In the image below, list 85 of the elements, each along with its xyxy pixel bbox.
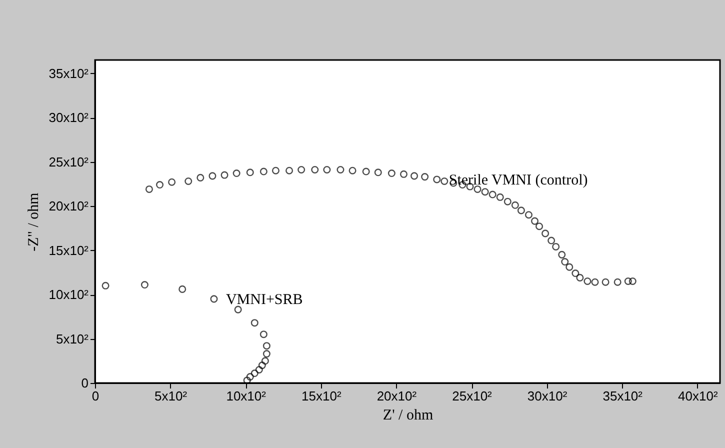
y-tick-label: 30x10²	[48, 110, 90, 126]
annotation: VMNI+SRB	[226, 292, 303, 308]
x-tick-label: 5x10²	[154, 388, 188, 404]
point	[102, 282, 110, 290]
point	[572, 270, 580, 278]
point	[243, 376, 251, 384]
x-tick-label: 10x10²	[226, 388, 267, 404]
point	[255, 366, 263, 374]
y-tick-label: 35x10²	[48, 66, 90, 81]
point	[584, 277, 592, 285]
point	[272, 166, 280, 174]
point	[145, 185, 153, 193]
point	[542, 230, 550, 238]
point	[552, 242, 560, 250]
point	[362, 168, 370, 176]
point	[421, 173, 429, 181]
point	[536, 222, 544, 230]
x-tick-label: 30x10²	[527, 388, 568, 404]
x-tick-label: 35x10²	[602, 388, 644, 404]
point	[260, 330, 268, 338]
point	[624, 277, 632, 285]
point	[260, 168, 268, 176]
point	[286, 166, 294, 174]
point	[374, 168, 382, 176]
y-tick-label: 15x10²	[48, 242, 90, 258]
y-tick-label: 20x10²	[48, 198, 90, 214]
x-tick-label: 25x10²	[452, 388, 493, 404]
point	[548, 236, 556, 244]
point	[311, 166, 319, 174]
x-tick-label: 20x10²	[376, 388, 418, 404]
point	[524, 211, 532, 219]
x-axis-title: Z' / ohm	[382, 408, 434, 424]
point	[210, 295, 218, 303]
y-tick-label: 0	[81, 376, 88, 390]
x-tick-label: 0	[92, 388, 100, 404]
point	[323, 166, 331, 174]
point	[250, 319, 258, 327]
point	[184, 177, 192, 185]
point	[400, 170, 408, 178]
point	[156, 181, 164, 189]
point	[262, 342, 270, 350]
point	[440, 177, 448, 185]
point	[196, 174, 204, 182]
y-tick-label: 25x10²	[48, 154, 90, 170]
point	[530, 217, 539, 225]
point	[232, 170, 240, 178]
point	[511, 201, 519, 209]
point	[220, 171, 228, 179]
point	[246, 373, 254, 381]
point	[561, 258, 569, 266]
point	[576, 274, 584, 282]
point	[474, 185, 482, 193]
point	[250, 370, 258, 378]
point	[433, 176, 441, 184]
point	[261, 357, 269, 365]
point	[558, 250, 566, 258]
point	[246, 168, 254, 176]
y-tick-label: 10x10²	[48, 287, 90, 302]
point	[258, 362, 266, 370]
x-tick-label: 15x10²	[302, 388, 342, 404]
point	[234, 306, 242, 314]
point	[262, 350, 270, 358]
point	[488, 190, 496, 198]
point	[628, 277, 636, 285]
point	[504, 198, 512, 206]
point	[336, 166, 344, 174]
point	[614, 278, 622, 286]
point	[208, 172, 216, 180]
point	[388, 170, 396, 178]
point	[566, 263, 574, 271]
point	[168, 178, 176, 186]
point	[591, 278, 599, 286]
annotation: Sterile VMNI (control)	[448, 172, 588, 188]
point	[517, 206, 525, 214]
point	[481, 188, 489, 196]
point	[348, 166, 356, 174]
point	[602, 278, 610, 286]
y-axis-title: -Z" / ohm	[26, 192, 42, 252]
point	[298, 166, 306, 174]
y-tick-label: 5x10²	[56, 331, 90, 346]
x-tick-label: 40x10²	[678, 388, 718, 404]
point	[410, 172, 418, 180]
point	[178, 285, 186, 293]
point	[496, 193, 504, 201]
point	[140, 281, 148, 289]
